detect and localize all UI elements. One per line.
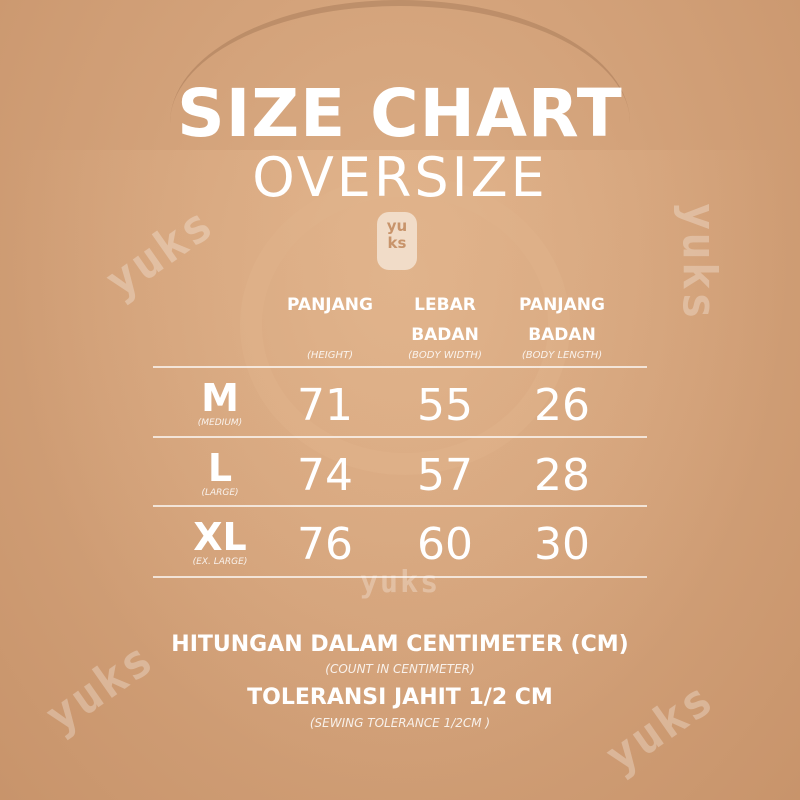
column-label	[270, 320, 390, 350]
cell-value: 71	[297, 380, 353, 431]
table-row: L (LARGE) 74 57 28	[0, 440, 800, 510]
column-header: PANJANG BADAN (BODY LENGTH)	[502, 290, 622, 362]
column-header: PANJANG (HEIGHT)	[270, 290, 390, 362]
column-sublabel: (BODY WIDTH)	[408, 350, 482, 361]
cell-value: 30	[534, 519, 590, 570]
cell-value: 60	[417, 519, 473, 570]
cell-value: 57	[417, 450, 473, 501]
page-title: SIZE CHART	[177, 75, 623, 152]
size-name: (EX. LARGE)	[192, 557, 248, 567]
tolerance-note: TOLERANSI JAHIT 1/2 CM	[247, 685, 553, 710]
hanger	[170, 0, 630, 246]
watermark-logo: yuks	[672, 202, 727, 322]
watermark-logo: yuks	[360, 565, 441, 600]
size-label: M (MEDIUM)	[170, 378, 270, 428]
column-label: PANJANG	[519, 295, 605, 315]
column-label: BADAN	[528, 325, 596, 345]
cell-value: 74	[297, 450, 353, 501]
cell-value: 28	[534, 450, 590, 501]
tolerance-note-sub: (SEWING TOLERANCE 1/2CM )	[309, 716, 491, 730]
column-sublabel: (HEIGHT)	[307, 350, 353, 361]
column-label: PANJANG	[287, 295, 373, 315]
divider	[153, 436, 647, 438]
brand-logo: yu ks	[377, 212, 417, 270]
column-sublabel: (BODY LENGTH)	[521, 350, 603, 361]
column-label: LEBAR	[414, 295, 476, 315]
cell-value: 26	[534, 380, 590, 431]
cell-value: 55	[417, 380, 473, 431]
size-name: (LARGE)	[201, 488, 239, 498]
size-name: (MEDIUM)	[197, 418, 243, 428]
size-code: M	[201, 376, 239, 420]
table-row: M (MEDIUM) 71 55 26	[0, 370, 800, 440]
size-code: L	[207, 446, 233, 490]
unit-note-sub: (COUNT IN CENTIMETER)	[325, 662, 475, 676]
cell-value: 76	[297, 519, 353, 570]
column-header: LEBAR BADAN (BODY WIDTH)	[390, 290, 500, 362]
page-subtitle: OVERSIZE	[252, 146, 548, 209]
table-row: XL (EX. LARGE) 76 60 30	[0, 509, 800, 579]
size-label: XL (EX. LARGE)	[170, 517, 270, 567]
unit-note: HITUNGAN DALAM CENTIMETER (CM)	[171, 632, 629, 657]
divider	[153, 366, 647, 368]
divider	[153, 576, 647, 578]
divider	[153, 505, 647, 507]
size-code: XL	[193, 515, 247, 559]
column-label: BADAN	[411, 325, 479, 345]
size-label: L (LARGE)	[170, 448, 270, 498]
